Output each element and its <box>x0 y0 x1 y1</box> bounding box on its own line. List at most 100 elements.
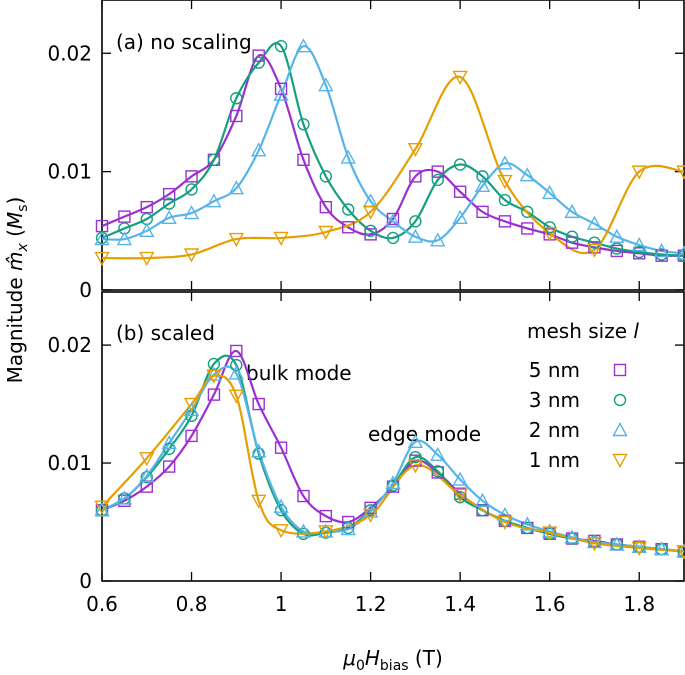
panel-b-point-1nm <box>497 515 513 530</box>
panel-b-ytick-label: 0.02 <box>47 333 92 357</box>
panel-a-curve-1nm <box>102 75 684 260</box>
panel-a-curve-2nm <box>102 45 684 255</box>
panel-b-curve-1nm <box>102 374 684 553</box>
panel-b-point-1nm <box>206 369 222 384</box>
panel-a-point-5nm <box>319 200 333 214</box>
panel-b-point-5nm <box>342 515 355 529</box>
panel-a-label: (a) <box>116 30 144 54</box>
panel-b-point-1nm <box>676 545 685 560</box>
panel-a-point-3nm <box>207 153 221 166</box>
panel-a-point-1nm <box>676 165 685 180</box>
panel-b-point-2nm <box>273 498 289 513</box>
panel-a-point-2nm <box>139 222 155 238</box>
legend-label: 3 nm <box>529 388 580 412</box>
legend-label: 2 nm <box>529 418 580 442</box>
panel-a-point-5nm <box>521 222 534 235</box>
panel-b-curves <box>102 349 684 553</box>
xtick-label: 1.2 <box>355 592 387 616</box>
panel-b-point-5nm <box>162 460 176 473</box>
panel-a-point-2nm <box>653 242 670 258</box>
panel-a-point-5nm <box>364 228 377 241</box>
panel-a-point-2nm <box>609 228 625 243</box>
panel-b-point-1nm <box>362 508 379 523</box>
panel-a-point-2nm <box>183 205 200 220</box>
legend: 5 nm 3 nm 2 nm 1 nm <box>529 358 628 472</box>
panel-a-curves <box>102 42 684 260</box>
annotation-bulk-mode: bulk mode <box>246 361 352 385</box>
panel-a-point-5nm <box>162 187 176 201</box>
panel-a-point-2nm <box>676 245 685 260</box>
y-axis-title: Magnitude m̂x (Ms) <box>3 197 31 384</box>
panel-a-point-3nm <box>521 205 534 219</box>
panel-b-point-2nm <box>161 435 177 450</box>
panel-b-point-5nm <box>274 441 288 454</box>
panel-a-point-3nm <box>319 170 333 183</box>
panel-a-point-5nm <box>565 236 579 249</box>
panel-a-point-5nm <box>140 200 153 214</box>
panel-a-point-3nm <box>185 183 198 196</box>
panel-b-point-2nm <box>94 502 110 517</box>
panel-b-point-2nm <box>609 536 625 551</box>
panel-b-point-1nm <box>542 526 558 541</box>
panel-b-title: (b) scaled <box>116 321 215 345</box>
panel-a-point-2nm <box>206 193 222 208</box>
xtick-label: 1.6 <box>534 592 566 616</box>
panel-b-point-1nm <box>452 488 468 503</box>
panel-b-curve-5nm <box>102 349 684 553</box>
panel-a-point-3nm <box>342 203 355 216</box>
panel-b-curve-2nm <box>102 365 684 553</box>
panel-a-point-1nm <box>183 248 200 263</box>
panel-a-point-3nm <box>610 242 624 255</box>
panel-a-point-1nm <box>139 251 155 267</box>
panel-b-point-2nm <box>586 534 603 549</box>
panel-b-point-2nm <box>430 446 446 461</box>
panel-b-point-1nm <box>94 500 110 515</box>
panel-a-point-2nm <box>497 155 513 170</box>
panel-a-point-1nm <box>362 205 379 220</box>
panel-b-point-3nm <box>140 470 153 484</box>
panel-a-point-1nm <box>542 226 558 242</box>
panel-a-curve-5nm <box>102 53 684 257</box>
panel-a-point-3nm <box>364 224 377 238</box>
panel-a-curve-3nm <box>102 42 684 257</box>
panel-a-point-3nm <box>409 215 422 228</box>
panel-a-point-5nm <box>297 153 310 166</box>
panel-b-point-2nm <box>564 529 580 544</box>
panel-a-frame <box>101 0 685 291</box>
xtick-label: 0.6 <box>86 592 118 616</box>
panel-b-point-2nm <box>497 506 513 522</box>
panel-a-point-3nm <box>431 173 444 187</box>
legend-marker-2nm <box>612 422 628 437</box>
panel-b-point-2nm <box>206 366 222 381</box>
panel-b-point-2nm <box>542 523 558 538</box>
legend-marker-3nm <box>613 393 627 407</box>
panel-b-point-1nm <box>273 524 289 539</box>
panel-a-point-5nm <box>498 215 512 228</box>
panel-a-ytick-label: 0.02 <box>47 41 92 65</box>
xtick-label: 1.8 <box>623 592 655 616</box>
xtick-label: 0.8 <box>176 592 208 616</box>
panel-a-point-2nm <box>631 237 647 252</box>
panel-b-point-2nm <box>385 475 401 490</box>
panel-a-point-3nm <box>453 158 467 171</box>
panel-a-point-2nm <box>430 232 446 247</box>
panel-a-point-2nm <box>586 215 603 230</box>
panel-b-point-1nm <box>318 525 334 540</box>
panel-a-point-3nm <box>252 56 265 69</box>
panel-b-point-3nm <box>409 450 422 464</box>
panel-a-point-3nm <box>588 236 601 249</box>
panel-a-point-2nm <box>564 203 580 219</box>
panel-a-title-text: no scaling <box>150 30 251 54</box>
panel-b-point-2nm <box>183 401 200 417</box>
panel-b-frame <box>101 291 685 582</box>
panel-a-point-3nm <box>386 231 400 245</box>
panel-a-point-5nm <box>185 170 198 183</box>
panel-a-point-2nm <box>94 231 110 246</box>
panel-b-point-5nm <box>252 397 265 411</box>
panel-a-point-5nm <box>453 185 467 198</box>
panel-a-point-2nm <box>452 209 468 224</box>
panel-b-point-2nm <box>340 521 356 536</box>
panel-a-point-2nm <box>273 86 289 101</box>
panel-a-point-5nm <box>252 49 265 62</box>
